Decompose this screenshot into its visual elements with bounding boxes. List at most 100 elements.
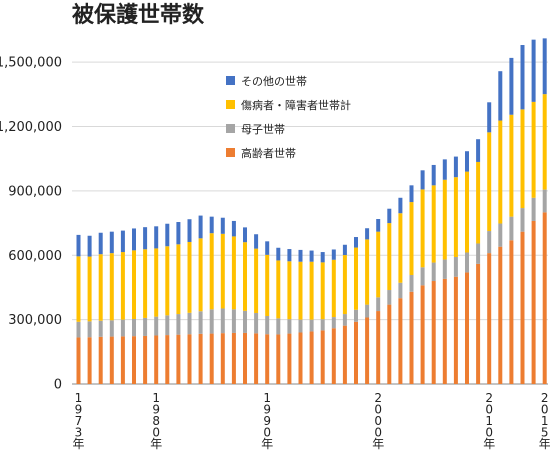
bar-segment — [531, 39, 536, 102]
bar-segment — [76, 321, 81, 338]
bar-segment — [120, 230, 125, 253]
bar-segment — [243, 242, 247, 311]
legend-label: その他の世帯 — [241, 75, 307, 88]
bar-segment — [76, 234, 81, 257]
bar-segment — [76, 337, 81, 384]
legend-label: 高齢者世帯 — [241, 146, 296, 160]
bar-segment — [431, 185, 436, 263]
x-tick-char: 年 — [483, 437, 495, 451]
bar-segment — [298, 261, 303, 320]
bar-segment — [387, 290, 392, 305]
bar-segment — [542, 38, 547, 95]
legend-swatch — [226, 76, 235, 85]
bar-segment — [465, 272, 469, 384]
bar-segment — [509, 216, 514, 241]
bar-segment — [165, 223, 170, 247]
bar-segment — [231, 236, 236, 310]
bar-segment — [442, 278, 447, 384]
bar-segment — [520, 231, 525, 384]
bar-segment — [209, 233, 214, 310]
bar-segment — [331, 328, 336, 384]
x-tick-char: 9 — [75, 403, 83, 417]
bar-segment — [376, 219, 381, 232]
bar-segment — [509, 114, 514, 217]
bar-segment — [387, 304, 392, 384]
bar-segment — [220, 217, 225, 234]
bar-segment — [287, 333, 292, 384]
legend-swatch — [226, 124, 235, 133]
bar-segment — [331, 259, 336, 318]
bar-segment — [287, 249, 292, 262]
bar-segment — [109, 320, 114, 337]
bar-segment — [309, 331, 314, 384]
bar-segment — [187, 241, 192, 313]
y-axis: 0 300,000 600,000 900,000 1,200,000 1,500,000 — [0, 56, 62, 393]
bar-segment — [387, 223, 392, 291]
x-tick-char: 0 — [374, 414, 382, 428]
bar-segment — [398, 213, 403, 283]
x-tick-char: 0 — [485, 426, 493, 440]
bar-segment — [109, 231, 114, 254]
bar-segment — [187, 219, 192, 242]
x-tick-char: 5 — [541, 426, 549, 440]
bar-segment — [531, 220, 536, 384]
bar-segment — [331, 317, 336, 329]
bar-segment — [198, 333, 203, 384]
bar-segment — [476, 161, 481, 244]
bar-segment — [420, 267, 425, 286]
bar-segment — [453, 156, 458, 178]
bar-segment — [520, 109, 525, 209]
bar-segment — [276, 318, 281, 335]
bar-segment — [165, 246, 170, 316]
bar-segment — [354, 237, 358, 248]
bar-segment — [409, 291, 414, 384]
bar-segment — [498, 71, 503, 121]
bar-segment — [220, 333, 225, 384]
bar-segment — [265, 254, 270, 316]
bar-segment — [132, 318, 136, 337]
bar-segment — [465, 252, 469, 273]
bar-segment — [87, 321, 92, 338]
bar-segment — [509, 57, 514, 115]
bar-segment — [509, 240, 514, 384]
bar-segment — [98, 232, 103, 255]
bar-segment — [531, 197, 536, 221]
y-tick-label: 1,500,000 — [0, 56, 62, 71]
bar-segment — [132, 228, 136, 251]
bar-segment — [154, 226, 159, 249]
bar-segment — [498, 223, 503, 247]
x-tick-char: 年 — [539, 437, 550, 451]
bars — [76, 38, 547, 384]
x-tick-char: 2 — [541, 391, 549, 405]
bar-segment — [442, 159, 447, 180]
bar-segment — [132, 250, 136, 319]
bar-segment — [276, 247, 281, 261]
bar-segment — [331, 249, 336, 260]
bar-segment — [520, 208, 525, 232]
x-tick-char: 0 — [485, 403, 493, 417]
bar-segment — [198, 238, 203, 312]
bar-segment — [542, 189, 547, 213]
bar-segment — [209, 216, 214, 234]
bar-segment — [542, 212, 547, 384]
bar-segment — [176, 244, 181, 315]
bar-segment — [487, 102, 492, 133]
bar-segment — [143, 227, 148, 250]
bar-segment — [409, 202, 414, 276]
bar-segment — [198, 311, 203, 334]
bar-segment — [354, 321, 358, 384]
bar-segment — [498, 246, 503, 384]
bar-segment — [243, 332, 247, 384]
bar-segment — [87, 235, 92, 257]
bar-segment — [365, 304, 370, 318]
x-tick-char: 9 — [263, 403, 271, 417]
bar-segment — [165, 315, 170, 336]
bar-segment — [120, 252, 125, 320]
bar-segment — [531, 101, 536, 198]
chart-title: 被保護世帯数 — [72, 2, 205, 28]
